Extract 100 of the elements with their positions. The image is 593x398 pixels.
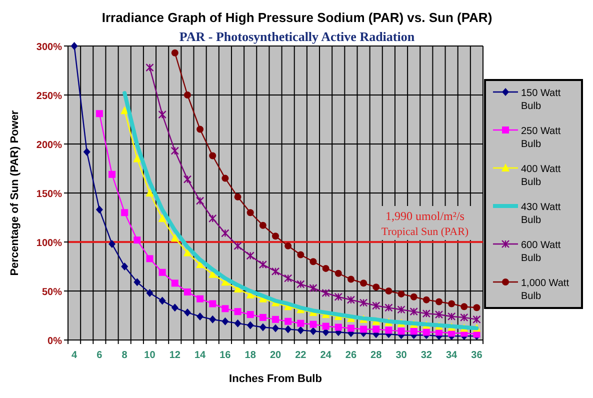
point <box>398 290 405 298</box>
point <box>284 274 292 282</box>
point <box>96 110 103 118</box>
point <box>272 316 279 323</box>
y-tick-label: 300% <box>36 42 62 53</box>
point <box>435 298 442 306</box>
chart-subtitle: PAR - Photosynthetically Active Radiation <box>179 29 416 44</box>
x-tick-label: 30 <box>396 350 408 361</box>
point <box>234 193 242 200</box>
y-tick-label: 150% <box>36 189 62 200</box>
point <box>196 196 204 205</box>
point <box>359 298 368 307</box>
x-tick-label: 16 <box>220 350 232 361</box>
point <box>146 63 154 72</box>
point <box>184 288 191 296</box>
point <box>322 322 330 330</box>
point <box>158 110 166 119</box>
point <box>183 175 192 184</box>
point <box>347 276 354 283</box>
x-tick-label: 18 <box>244 350 256 361</box>
point <box>422 328 430 336</box>
chart-title: Irradiance Graph of High Pressure Sodium (PAR) vs. Sun (PAR) <box>102 10 492 25</box>
x-axis-title: Inches From Bulb <box>229 373 322 385</box>
point <box>133 154 142 162</box>
point <box>346 296 356 304</box>
point <box>134 236 141 244</box>
point <box>183 248 192 256</box>
point <box>184 308 191 317</box>
x-tick-label: 36 <box>471 350 483 361</box>
x-tick-label: 4 <box>72 350 78 361</box>
point <box>434 310 444 319</box>
point <box>271 267 280 276</box>
x-tick-label: 12 <box>169 350 181 361</box>
point <box>134 278 141 286</box>
point <box>246 311 254 318</box>
point <box>297 320 304 327</box>
legend-label: 1,000 Watt Bulb <box>521 278 570 302</box>
x-tick-label: 8 <box>122 350 128 361</box>
point <box>209 152 216 160</box>
point <box>284 242 292 250</box>
point <box>310 320 317 328</box>
point <box>146 288 154 297</box>
y-tick-label: 250% <box>36 91 62 102</box>
point <box>121 262 128 270</box>
x-tick-label: 24 <box>320 350 332 361</box>
point <box>422 296 430 304</box>
point <box>258 260 268 269</box>
legend-label: 400 Watt Bulb <box>521 164 561 188</box>
point <box>297 326 304 334</box>
point <box>209 300 216 308</box>
point <box>334 324 342 331</box>
point <box>259 222 266 229</box>
point <box>284 325 292 334</box>
point <box>347 324 354 332</box>
point <box>296 280 305 288</box>
x-tick-label: 34 <box>446 350 458 361</box>
point <box>96 206 103 214</box>
point <box>222 305 229 312</box>
point <box>234 242 242 250</box>
legend-label: 430 Watt Bulb <box>521 202 561 226</box>
x-tick-label: 22 <box>295 350 307 361</box>
point <box>196 295 204 302</box>
y-axis-title: Percentage of Sun (PAR) Power <box>9 110 21 276</box>
point <box>448 300 456 308</box>
point <box>234 319 242 328</box>
point <box>171 49 178 56</box>
point <box>372 284 380 291</box>
point <box>259 314 266 321</box>
point <box>121 209 128 216</box>
point <box>309 284 318 292</box>
point <box>272 324 279 332</box>
point <box>272 232 279 240</box>
point <box>196 126 204 133</box>
y-tick-label: 200% <box>36 140 62 151</box>
point <box>171 280 178 287</box>
point <box>196 312 204 320</box>
point <box>171 304 178 312</box>
point <box>322 288 330 298</box>
point <box>170 234 179 242</box>
point <box>108 240 116 248</box>
point <box>246 209 254 216</box>
point <box>284 318 292 325</box>
point <box>410 307 418 316</box>
point <box>158 214 166 222</box>
x-tick-label: 26 <box>345 350 357 361</box>
point <box>297 251 304 258</box>
point <box>460 303 468 310</box>
point <box>70 42 78 50</box>
point <box>259 323 266 332</box>
point <box>146 188 154 196</box>
x-tick-label: 6 <box>96 350 103 361</box>
point <box>472 315 481 324</box>
point <box>460 313 468 322</box>
point <box>158 296 166 305</box>
x-tick-label: 10 <box>144 350 156 361</box>
point <box>372 302 380 310</box>
point <box>447 312 456 321</box>
point <box>473 304 480 312</box>
point <box>209 315 216 324</box>
point <box>397 306 406 314</box>
